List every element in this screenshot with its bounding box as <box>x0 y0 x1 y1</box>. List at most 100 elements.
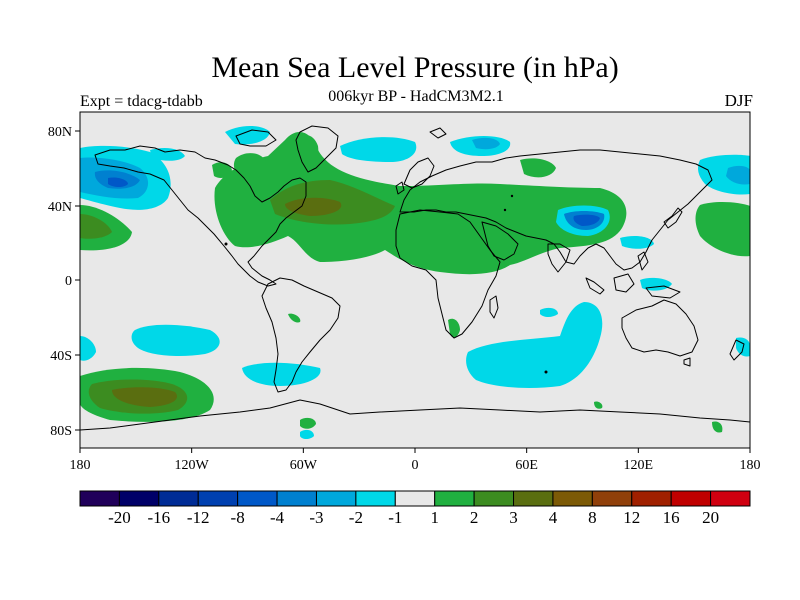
coastline-tasmania <box>683 357 691 367</box>
coastline-new-guinea <box>645 285 681 299</box>
coastline-greenland <box>295 125 339 173</box>
negative-anomaly-east-asia <box>620 236 654 249</box>
colorbar-swatch <box>473 490 515 507</box>
season-label: DJF <box>724 91 753 110</box>
colorbar-swatch <box>355 490 396 507</box>
positive-anomaly-southern-africa <box>448 318 460 338</box>
plot-subtitle: 006kyr BP - HadCM3M2.1 <box>328 88 504 105</box>
colorbar-label: -1 <box>388 508 402 527</box>
coastline-africa <box>395 209 501 339</box>
colorbar-swatch <box>79 490 120 507</box>
coastline-new-zealand <box>729 339 745 361</box>
positive-anomaly-south-america <box>288 313 301 323</box>
coastline-uk <box>395 181 405 195</box>
colorbar-swatch <box>394 490 436 507</box>
negative-anomaly-tropical-pacific <box>131 324 220 356</box>
positive-anomaly-greenland <box>297 135 319 169</box>
colorbar-label: 20 <box>702 508 719 527</box>
coastline-borneo <box>613 273 635 293</box>
coastline-sumatra <box>585 277 605 295</box>
positive-anomaly-southern-ocean <box>300 417 316 429</box>
colorbar-swatch <box>710 490 751 507</box>
colorbar-swatch <box>670 490 712 507</box>
colorbar-label: -3 <box>309 508 323 527</box>
experiment-label: Expt = tdacg-tdabb <box>80 93 203 110</box>
coastline-madagascar <box>489 295 499 319</box>
colorbar-swatch <box>315 490 357 507</box>
negative-anomaly-south-pacific-west <box>80 336 96 361</box>
colorbar-swatch <box>434 490 475 507</box>
positive-anomaly-west-pacific <box>695 202 750 257</box>
negative-anomaly-north-pacific-east <box>697 154 750 195</box>
negative-anomaly-tibet-core <box>573 214 600 226</box>
colorbar-swatch <box>631 490 672 507</box>
colorbar-label: 16 <box>663 508 680 527</box>
x-tick-label: 0 <box>412 458 419 473</box>
coastline-japan <box>663 207 683 229</box>
positive-anomaly-southern-ocean-east <box>594 401 603 409</box>
coastline-eurasia <box>399 149 713 271</box>
coastline-north-america <box>94 145 307 287</box>
negative-anomaly-bering-strait <box>150 148 185 161</box>
y-tick-label: 80S <box>50 424 72 439</box>
x-tick-label: 60W <box>290 458 318 473</box>
colorbar-label: 3 <box>509 508 518 527</box>
positive-anomaly-north-pacific-core <box>80 214 112 239</box>
colorbar-swatch <box>237 490 278 507</box>
negative-anomaly-regions <box>80 126 750 439</box>
colorbar-label: -20 <box>108 508 131 527</box>
colorbar-label: -4 <box>270 508 285 527</box>
x-tick-label: 120E <box>624 458 654 473</box>
y-tick-label: 80N <box>48 125 72 140</box>
colorbar-swatch <box>197 490 239 507</box>
positive-anomaly-ross-sea <box>712 421 723 433</box>
coastline-scandinavia <box>403 157 435 189</box>
colorbar-swatch <box>513 490 554 507</box>
negative-anomaly-arctic-scandinavia <box>340 137 417 162</box>
coastline-india <box>547 243 571 273</box>
colorbar-swatch <box>591 490 633 507</box>
negative-anomaly-indian-ocean <box>466 302 603 388</box>
negative-anomaly-north-pacific-east-core <box>726 165 750 185</box>
colorbar-label: 12 <box>623 508 640 527</box>
coastline-philippines <box>637 251 649 271</box>
plot-title: Mean Sea Level Pressure (in hPa) <box>211 51 619 84</box>
coastline-arabia <box>481 221 519 261</box>
negative-anomaly-west-pacific-small <box>540 307 558 317</box>
coastlines <box>80 125 750 431</box>
coastline-australia <box>621 299 699 357</box>
coastline-south-america <box>261 277 341 393</box>
colorbar-label: -8 <box>231 508 245 527</box>
colorbar-label: -12 <box>187 508 210 527</box>
x-tick-label: 60E <box>515 458 538 473</box>
positive-anomaly-south-pacific-max <box>112 387 178 407</box>
negative-anomaly-southern-ocean-small <box>300 429 314 439</box>
map-field <box>80 112 750 448</box>
positive-anomaly-greenland-sea <box>233 153 267 181</box>
positive-anomaly-siberia <box>520 158 556 178</box>
x-axis: 180 120W 60W 0 60E 120E 180 <box>70 448 761 473</box>
coastline-svalbard <box>429 127 447 139</box>
colorbar-swatch <box>276 490 317 507</box>
colorbar: -20 -16 -12 -8 -4 -3 -2 -1 1 2 3 4 8 12 16 20 <box>79 490 751 527</box>
coastline-arctic-islands <box>235 129 277 147</box>
colorbar-label: -16 <box>147 508 170 527</box>
x-tick-label: 120W <box>175 458 210 473</box>
x-tick-label: 180 <box>70 458 91 473</box>
colorbar-swatch <box>118 490 160 507</box>
negative-anomaly-barents-sea-core <box>472 137 500 150</box>
inland-water <box>224 194 548 374</box>
colorbar-label: 8 <box>588 508 597 527</box>
colorbar-label: 1 <box>430 508 439 527</box>
colorbar-label: 4 <box>549 508 558 527</box>
y-tick-label: 40N <box>48 200 72 215</box>
y-tick-label: 40S <box>50 349 72 364</box>
negative-anomaly-southeast-pacific <box>242 362 321 386</box>
positive-anomaly-north-atlantic-max <box>285 197 342 216</box>
y-tick-label: 0 <box>65 274 72 289</box>
negative-anomaly-aleutian-low-max <box>108 177 128 187</box>
positive-anomaly-north-atlantic <box>214 131 627 275</box>
colorbar-label: 2 <box>470 508 479 527</box>
y-axis: 80N 40N 0 40S 80S <box>48 125 80 439</box>
